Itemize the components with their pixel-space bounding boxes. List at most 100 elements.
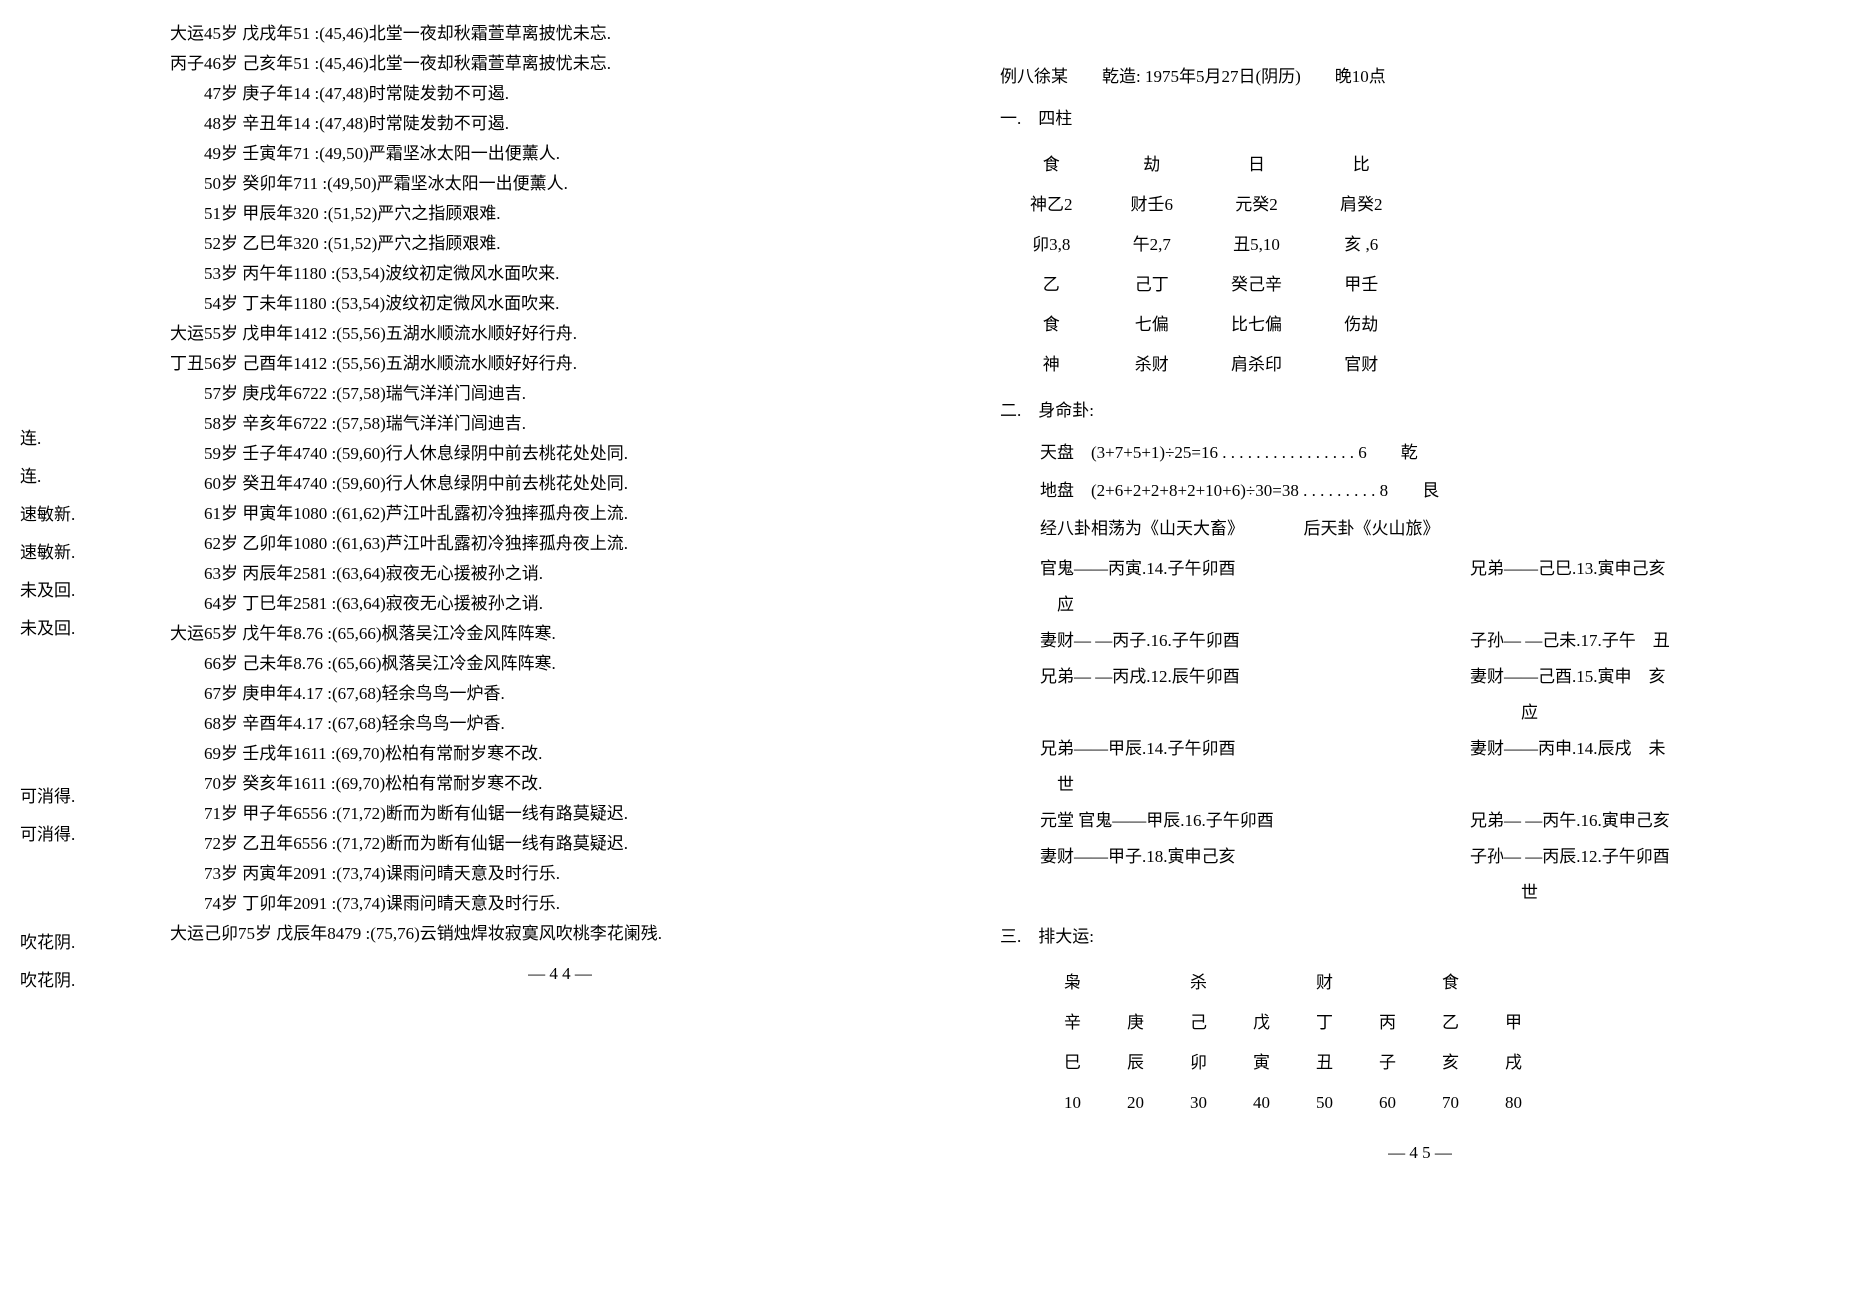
table-cell: 甲 (1483, 1004, 1544, 1042)
fortune-row: 60岁 癸丑年4740 :(59,60)行人休息绿阴中前去桃花处处同. (170, 470, 950, 498)
gua-line: 妻财——丙申.14.辰戌 未 (1470, 732, 1840, 766)
gua-line: 妻财— —丙子.16.子午卯酉 (1040, 624, 1410, 658)
gua-line: 兄弟— —丙午.16.寅申己亥 (1470, 804, 1840, 838)
table-cell (1483, 964, 1544, 1002)
table-row: 1020304050607080 (1042, 1084, 1544, 1122)
example-header: 例八徐某 乾造: 1975年5月27日(阴历) 晚10点 (1000, 60, 1840, 94)
table-cell: 七偏 (1103, 306, 1202, 344)
gua-line (1040, 696, 1410, 730)
gua-line: 官鬼——丙寅.14.子午卯酉 (1040, 552, 1410, 586)
table-cell: 戌 (1483, 1044, 1544, 1082)
hexagram-columns: 官鬼——丙寅.14.子午卯酉 应 妻财— —丙子.16.子午卯酉兄弟— —丙戌.1… (1000, 550, 1840, 912)
table-cell: 癸己辛 (1203, 266, 1310, 304)
section-2-heading: 二. 身命卦: (1000, 394, 1840, 428)
gua-line (1470, 768, 1840, 802)
gua-line: 兄弟— —丙戌.12.辰午卯酉 (1040, 660, 1410, 694)
fortune-row: 67岁 庚申年4.17 :(67,68)轻余鸟鸟一炉香. (170, 680, 950, 708)
table-cell: 甲壬 (1312, 266, 1411, 304)
gua-line: 妻财——甲子.18.寅申己亥 (1040, 840, 1410, 874)
table-cell: 神乙2 (1002, 186, 1101, 224)
table-cell: 卯3,8 (1002, 226, 1101, 264)
table-cell: 官财 (1312, 346, 1411, 384)
table-cell: 肩癸2 (1312, 186, 1411, 224)
table-cell: 神 (1002, 346, 1101, 384)
gua-line: 应 (1470, 696, 1840, 730)
table-cell: 辰 (1105, 1044, 1166, 1082)
fortune-row: 大运己卯75岁 戊辰年8479 :(75,76)云销烛焊妆寂寞风吹桃李花阑残. (170, 920, 950, 948)
table-cell: 食 (1002, 306, 1101, 344)
table-row: 食七偏比七偏伤劫 (1002, 306, 1411, 344)
fortune-row: 大运45岁 戊戌年51 :(45,46)北堂一夜却秋霜萱草离披忧未忘. (170, 20, 950, 48)
table-cell (1357, 964, 1418, 1002)
margin-text: 连. (20, 458, 160, 496)
table-row: 巳辰卯寅丑子亥戌 (1042, 1044, 1544, 1082)
table-cell: 食 (1002, 146, 1101, 184)
fortune-row: 丙子46岁 己亥年51 :(45,46)北堂一夜却秋霜萱草离披忧未忘. (170, 50, 950, 78)
margin-text: 未及回. (20, 610, 160, 648)
table-cell: 巳 (1042, 1044, 1103, 1082)
page-number-45: — 4 5 — (1000, 1136, 1840, 1170)
fortune-row: 49岁 壬寅年71 :(49,50)严霜坚冰太阳一出便薰人. (170, 140, 950, 168)
table-cell: 日 (1203, 146, 1310, 184)
fortune-row: 47岁 庚子年14 :(47,48)时常陡发勃不可遏. (170, 80, 950, 108)
table-cell: 乙 (1002, 266, 1101, 304)
gua-line: 子孙— —己未.17.子午 丑 (1470, 624, 1840, 658)
margin-text: 可消得. (20, 778, 160, 816)
table-row: 枭杀财食 (1042, 964, 1544, 1002)
table-cell: 枭 (1042, 964, 1103, 1002)
fortune-row: 大运65岁 戊午年8.76 :(65,66)枫落吴江冷金风阵阵寒. (170, 620, 950, 648)
gua-line: 世 (1040, 768, 1410, 802)
hexagram-right: 兄弟——己巳.13.寅申己亥 子孙— —己未.17.子午 丑妻财——己酉.15.… (1470, 550, 1840, 912)
table-cell: 卯 (1168, 1044, 1229, 1082)
table-cell: 10 (1042, 1084, 1103, 1122)
fortune-row: 52岁 乙巳年320 :(51,52)严穴之指顾艰难. (170, 230, 950, 258)
table-cell: 40 (1231, 1084, 1292, 1122)
table-cell: 30 (1168, 1084, 1229, 1122)
table-cell: 50 (1294, 1084, 1355, 1122)
fortune-row: 59岁 壬子年4740 :(59,60)行人休息绿阴中前去桃花处处同. (170, 440, 950, 468)
fortune-row: 69岁 壬戌年1611 :(69,70)松柏有常耐岁寒不改. (170, 740, 950, 768)
table-cell: 寅 (1231, 1044, 1292, 1082)
table-cell: 辛 (1042, 1004, 1103, 1042)
gua-line: 世 (1470, 876, 1840, 910)
fortune-row: 68岁 辛酉年4.17 :(67,68)轻余鸟鸟一炉香. (170, 710, 950, 738)
fortune-row: 57岁 庚戌年6722 :(57,58)瑞气洋洋门闾迪吉. (170, 380, 950, 408)
tianpan-calc: 天盘 (3+7+5+1)÷25=16 . . . . . . . . . . .… (1000, 436, 1840, 470)
fortune-row: 53岁 丙午年1180 :(53,54)波纹初定微风水面吹来. (170, 260, 950, 288)
section-1-heading: 一. 四柱 (1000, 102, 1840, 136)
fortune-row: 72岁 乙丑年6556 :(71,72)断而为断有仙锯一线有路莫疑迟. (170, 830, 950, 858)
table-cell (1105, 964, 1166, 1002)
table-cell: 丁 (1294, 1004, 1355, 1042)
gua-heading: 经八卦相荡为《山天大畜》 后天卦《火山旅》 (1000, 512, 1840, 546)
table-cell: 乙 (1420, 1004, 1481, 1042)
table-cell: 丑 (1294, 1044, 1355, 1082)
gua-line: 兄弟——己巳.13.寅申己亥 (1470, 552, 1840, 586)
table-cell: 杀 (1168, 964, 1229, 1002)
fortune-row: 丁丑56岁 己酉年1412 :(55,56)五湖水顺流水顺好好行舟. (170, 350, 950, 378)
table-row: 卯3,8午2,7丑5,10亥 ,6 (1002, 226, 1411, 264)
table-cell: 丙 (1357, 1004, 1418, 1042)
table-row: 乙己丁癸己辛甲壬 (1002, 266, 1411, 304)
fortune-row: 大运55岁 戊申年1412 :(55,56)五湖水顺流水顺好好行舟. (170, 320, 950, 348)
table-cell: 60 (1357, 1084, 1418, 1122)
gua-line: 子孙— —丙辰.12.子午卯酉 (1470, 840, 1840, 874)
table-cell: 子 (1357, 1044, 1418, 1082)
section-3-heading: 三. 排大运: (1000, 920, 1840, 954)
table-cell: 食 (1420, 964, 1481, 1002)
table-row: 神杀财肩杀印官财 (1002, 346, 1411, 384)
fortune-row: 71岁 甲子年6556 :(71,72)断而为断有仙锯一线有路莫疑迟. (170, 800, 950, 828)
fortune-row: 61岁 甲寅年1080 :(61,62)芦江叶乱露初冷独摔孤舟夜上流. (170, 500, 950, 528)
page-number-44: — 4 4 — (170, 960, 950, 988)
table-row: 辛庚己戊丁丙乙甲 (1042, 1004, 1544, 1042)
fortune-row: 70岁 癸亥年1611 :(69,70)松柏有常耐岁寒不改. (170, 770, 950, 798)
margin-text: 吹花阴. (20, 962, 160, 1000)
fortune-row: 48岁 辛丑年14 :(47,48)时常陡发勃不可遏. (170, 110, 950, 138)
table-cell: 肩杀印 (1203, 346, 1310, 384)
dipan-calc: 地盘 (2+6+2+2+8+2+10+6)÷30=38 . . . . . . … (1000, 474, 1840, 508)
table-cell: 元癸2 (1203, 186, 1310, 224)
fortune-row: 74岁 丁卯年2091 :(73,74)课雨问晴天意及时行乐. (170, 890, 950, 918)
table-cell: 己 (1168, 1004, 1229, 1042)
page-44: 大运45岁 戊戌年51 :(45,46)北堂一夜却秋霜萱草离披忧未忘.丙子46岁… (160, 0, 960, 1306)
gua-line: 元堂 官鬼——甲辰.16.子午卯酉 (1040, 804, 1410, 838)
table-cell: 80 (1483, 1084, 1544, 1122)
